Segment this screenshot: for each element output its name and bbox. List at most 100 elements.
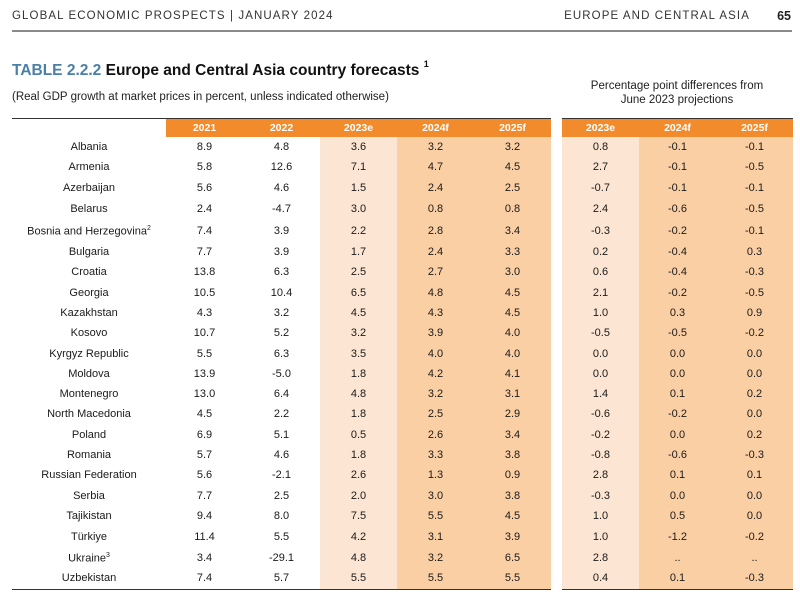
value-cell: 4.8	[320, 383, 397, 405]
country-name: Belarus	[12, 198, 166, 220]
diff-cell: 0.1	[639, 383, 716, 405]
value-cell: 2.8	[397, 219, 474, 242]
country-label: Türkiye	[70, 531, 108, 544]
diff-col-header: 2025f	[716, 118, 793, 137]
value-cell: 13.0	[193, 388, 216, 401]
diff-cell: 2.7	[562, 157, 639, 178]
country-label: Kyrgyz Republic	[49, 347, 129, 360]
diff-cell: -0.5	[639, 323, 716, 344]
diff-col-header: 2023e	[562, 118, 639, 137]
value-cell: -4.7	[272, 202, 291, 215]
diff-row: 0.0 0.0 0.0	[562, 363, 793, 384]
diff-cell: -0.2	[639, 404, 716, 425]
diff-cell: -0.5	[716, 157, 793, 178]
value-cell: 4.5	[320, 302, 397, 324]
table-row: Croatia 13.8 6.3 2.5 2.7 3.0	[12, 262, 551, 283]
country-label: Kosovo	[70, 327, 108, 340]
diff-cell: 2.8	[562, 465, 639, 486]
diff-cell: -0.6	[639, 197, 716, 220]
value-cell: 6.3	[273, 266, 290, 279]
table-row: Kyrgyz Republic 5.5 6.3 3.5 4.0 4.0	[12, 343, 551, 364]
diff-row: 1.0 0.3 0.9	[562, 302, 793, 324]
diff-cell: 0.0	[716, 485, 793, 506]
diff-cell: 0.5	[639, 505, 716, 527]
value-cell: 3.0	[397, 485, 474, 506]
diff-cell: -0.1	[716, 219, 793, 242]
table-row: Armenia 5.8 12.6 7.1 4.7 4.5	[12, 157, 551, 178]
diff-cell: -0.1	[639, 137, 716, 158]
table-row: Tajikistan 9.4 8.0 7.5 5.5 4.5	[12, 505, 551, 527]
table-subtitle: (Real GDP growth at market prices in per…	[12, 91, 389, 103]
value-cell: 3.6	[320, 137, 397, 158]
diff-caption: Percentage point differences from June 2…	[562, 79, 792, 107]
value-cell: 4.2	[397, 363, 474, 384]
table-row: Belarus 2.4 -4.7 3.0 0.8 0.8	[12, 197, 551, 220]
value-cell: 4.8	[397, 282, 474, 303]
diff-cell: -0.2	[639, 219, 716, 242]
col-header: 2025f	[474, 118, 551, 137]
value-cell: 4.8	[320, 548, 397, 569]
value-cell: 2.9	[474, 404, 551, 425]
country-label: Russian Federation	[41, 469, 137, 482]
diff-cell: -0.7	[562, 177, 639, 198]
country-label: Belarus	[70, 202, 108, 215]
country-name: Türkiye	[12, 526, 166, 548]
country-label: Croatia	[71, 266, 107, 279]
value-cell: 5.5	[474, 568, 551, 590]
value-cell: 2.0	[320, 485, 397, 506]
country-label: Bosnia and Herzegovina	[27, 225, 147, 238]
forecast-header-row: 2021 2022 2023e 2024f 2025f	[12, 118, 551, 137]
value-cell: 1.8	[320, 363, 397, 384]
diff-row: 1.4 0.1 0.2	[562, 383, 793, 405]
country-name: Tajikistan	[12, 506, 166, 526]
country-label: Moldova	[68, 367, 110, 380]
value-cell: 5.6	[196, 181, 213, 194]
diff-cell: 0.0	[716, 363, 793, 384]
table-title: TABLE 2.2.2 Europe and Central Asia coun…	[12, 59, 429, 80]
table-row: Bulgaria 7.7 3.9 1.7 2.4 3.3	[12, 241, 551, 263]
country-label: Tajikistan	[66, 509, 112, 522]
country-header	[12, 118, 166, 137]
value-cell: 7.1	[320, 157, 397, 178]
country-name: Kosovo	[12, 323, 166, 343]
diff-cell: 0.2	[562, 241, 639, 263]
page-number: 65	[777, 9, 791, 23]
diff-cell: ..	[716, 548, 793, 569]
title-footnote: 1	[423, 59, 429, 69]
country-label: Azerbaijan	[63, 181, 115, 194]
value-cell: 2.2	[273, 408, 290, 421]
diff-row: 0.6 -0.4 -0.3	[562, 262, 793, 283]
value-cell: 3.4	[474, 424, 551, 445]
value-cell: 13.8	[193, 266, 216, 279]
value-cell: 4.8	[273, 141, 290, 154]
country-label: Kazakhstan	[60, 306, 118, 319]
diff-table: 2023e 2024f 2025f 0.8 -0.1 -0.1 2.7 -0.1 -0.5…	[562, 118, 793, 590]
col-header: 2022	[243, 118, 320, 137]
country-name: Moldova	[12, 364, 166, 384]
diff-cell: -0.5	[716, 282, 793, 303]
table-row: Georgia 10.5 10.4 6.5 4.8 4.5	[12, 282, 551, 303]
diff-cell: -0.4	[639, 262, 716, 283]
diff-row: 0.4 0.1 -0.3	[562, 568, 793, 590]
diff-cell: 2.8	[562, 548, 639, 569]
diff-row: 2.8 0.1 0.1	[562, 465, 793, 486]
value-cell: 3.9	[273, 224, 290, 237]
country-label: Ukraine	[68, 552, 106, 565]
value-cell: 5.6	[196, 469, 213, 482]
table-row: Albania 8.9 4.8 3.6 3.2 3.2	[12, 137, 551, 158]
diff-cell: -0.4	[639, 241, 716, 263]
diff-cell: -0.6	[562, 404, 639, 425]
diff-cell: 0.3	[639, 302, 716, 324]
value-cell: 1.3	[397, 465, 474, 486]
table-title-text: Europe and Central Asia country forecast…	[105, 62, 420, 80]
value-cell: 4.0	[397, 343, 474, 364]
value-cell: 10.4	[270, 286, 293, 299]
value-cell: 2.6	[320, 465, 397, 486]
col-header: 2024f	[397, 118, 474, 137]
diff-cell: 0.9	[716, 302, 793, 324]
col-header: 2023e	[320, 118, 397, 137]
value-cell: 6.5	[474, 548, 551, 569]
value-cell: 7.5	[320, 505, 397, 527]
country-label: Georgia	[69, 286, 109, 299]
value-cell: 5.2	[273, 327, 290, 340]
